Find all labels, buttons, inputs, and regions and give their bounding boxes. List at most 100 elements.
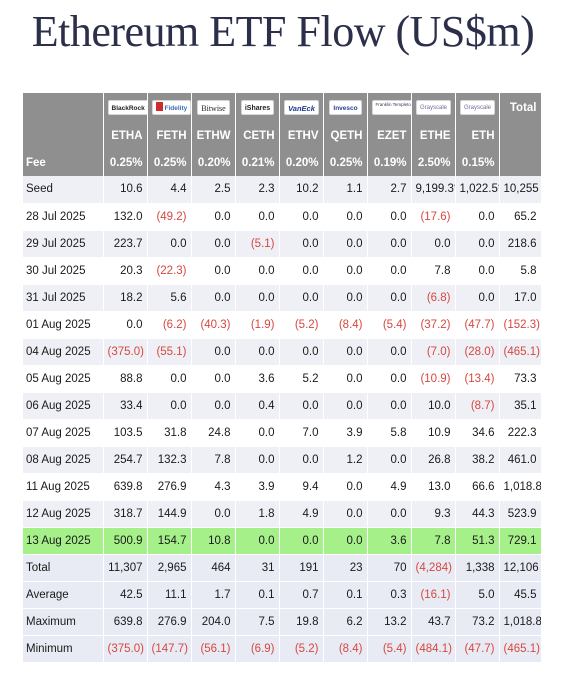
cell-ethe: (4,284) bbox=[411, 554, 456, 582]
cell-feth: 144.9 bbox=[147, 500, 192, 528]
cell-etha: 500.9 bbox=[103, 527, 148, 555]
cell-eth: (47.7) bbox=[455, 635, 500, 663]
cell-qeth: 3.9 bbox=[323, 419, 368, 447]
cell-ezet: 0.0 bbox=[367, 392, 412, 420]
cell-etha: 33.4 bbox=[103, 392, 148, 420]
cell-ceth: 0.0 bbox=[235, 284, 280, 312]
row-label: 05 Aug 2025 bbox=[23, 365, 104, 393]
cell-feth: 0.0 bbox=[147, 230, 192, 258]
issuer-logo-feth: Fidelity bbox=[147, 93, 192, 122]
cell-feth: (49.2) bbox=[147, 203, 192, 231]
table-row: 04 Aug 2025 (375.0) (55.1) 0.0 0.0 0.0 0.0 0.0(… bbox=[23, 338, 542, 366]
cell-qeth: 0.1 bbox=[323, 581, 368, 609]
cell-eth: 0.0 bbox=[455, 257, 500, 285]
issuer-logo-ethw: Bitwise bbox=[191, 93, 236, 122]
ticker-row: ETHA FETH ETHW CETH ETHV QETH EZET ETHE ETH bbox=[23, 122, 542, 149]
cell-total: 35.1 bbox=[499, 392, 542, 420]
cell-ethw: (40.3) bbox=[191, 311, 236, 339]
issuer-name: Grayscale bbox=[463, 105, 491, 111]
fee-ezet: 0.19% bbox=[367, 149, 412, 176]
cell-ezet: 0.3 bbox=[367, 581, 412, 609]
issuer-logo-ezet: Franklin Templeton bbox=[367, 93, 412, 122]
cell-qeth: 0.0 bbox=[323, 500, 368, 528]
ticker-ethw: ETHW bbox=[191, 122, 236, 149]
cell-ezet: 0.0 bbox=[367, 257, 412, 285]
row-label: Total bbox=[23, 554, 104, 582]
issuer-logo-ethv: VanEck bbox=[279, 93, 324, 122]
summary-row-maximum: Maximum 639.8 276.9 204.0 7.5 19.8 6.2 13.2 43.7… bbox=[23, 608, 542, 636]
cell-ezet: 0.0 bbox=[367, 230, 412, 258]
cell-ceth: 0.0 bbox=[235, 338, 280, 366]
cell-ezet: (5.4) bbox=[367, 635, 412, 663]
row-label: 07 Aug 2025 bbox=[23, 419, 104, 447]
cell-qeth: 1.1 bbox=[323, 176, 368, 204]
franklin-templeton-logo: Franklin Templeton bbox=[371, 100, 410, 115]
cell-qeth: 0.0 bbox=[323, 527, 368, 555]
issuer-name: iShares bbox=[244, 105, 271, 112]
issuer-name: Grayscale bbox=[419, 105, 447, 111]
cell-ethw: 0.0 bbox=[191, 203, 236, 231]
cell-qeth: 0.0 bbox=[323, 338, 368, 366]
cell-ethv: 5.2 bbox=[279, 365, 324, 393]
cell-ceth: 0.4 bbox=[235, 392, 280, 420]
cell-ethe: 9.3 bbox=[411, 500, 456, 528]
cell-ezet: 5.8 bbox=[367, 419, 412, 447]
cell-feth: 4.4 bbox=[147, 176, 192, 204]
cell-feth: 132.3 bbox=[147, 446, 192, 474]
cell-ceth: (1.9) bbox=[235, 311, 280, 339]
cell-ethv: 0.0 bbox=[279, 203, 324, 231]
cell-eth: 38.2 bbox=[455, 446, 500, 474]
issuer-logo-ceth: iShares bbox=[235, 93, 280, 122]
table-row: 07 Aug 2025 103.5 31.8 24.8 0.0 7.0 3.9 5.8 10.9… bbox=[23, 419, 542, 447]
cell-ezet: 0.0 bbox=[367, 500, 412, 528]
fee-ceth: 0.21% bbox=[235, 149, 280, 176]
cell-total: 45.5 bbox=[499, 581, 542, 609]
cell-total: 729.1 bbox=[499, 527, 542, 555]
cell-ethv: 0.0 bbox=[279, 446, 324, 474]
cell-ethw: 1.7 bbox=[191, 581, 236, 609]
ticker-qeth: QETH bbox=[323, 122, 368, 149]
cell-ezet: (5.4) bbox=[367, 311, 412, 339]
cell-total: (465.1) bbox=[499, 338, 542, 366]
fee-total-empty bbox=[499, 149, 542, 176]
table-body: Seed 10.6 4.4 2.5 2.3 10.2 1.1 2.7 9,199.3* 1,022… bbox=[23, 176, 542, 663]
cell-qeth: (8.4) bbox=[323, 311, 368, 339]
cell-qeth: 0.0 bbox=[323, 203, 368, 231]
cell-feth: 154.7 bbox=[147, 527, 192, 555]
table-row: 08 Aug 2025 254.7 132.3 7.8 0.0 0.0 1.2 0.0 26.8… bbox=[23, 446, 542, 474]
row-label: Average bbox=[23, 581, 104, 609]
fee-ethe: 2.50% bbox=[411, 149, 456, 176]
grayscale-logo: Grayscale bbox=[459, 100, 495, 115]
cell-ethe: 9,199.3* bbox=[411, 176, 456, 204]
cell-ceth: 0.0 bbox=[235, 527, 280, 555]
cell-total: 5.8 bbox=[499, 257, 542, 285]
cell-eth: 0.0 bbox=[455, 230, 500, 258]
cell-qeth: (8.4) bbox=[323, 635, 368, 663]
cell-feth: 2,965 bbox=[147, 554, 192, 582]
cell-ethe: (6.8) bbox=[411, 284, 456, 312]
cell-ethw: 10.8 bbox=[191, 527, 236, 555]
cell-total: 461.0 bbox=[499, 446, 542, 474]
cell-eth: 5.0 bbox=[455, 581, 500, 609]
row-label: 11 Aug 2025 bbox=[23, 473, 104, 501]
cell-ethv: (5.2) bbox=[279, 635, 324, 663]
cell-feth: 276.9 bbox=[147, 473, 192, 501]
cell-eth: 0.0 bbox=[455, 284, 500, 312]
cell-ethv: (5.2) bbox=[279, 311, 324, 339]
blackrock-logo: BlackRock bbox=[107, 100, 146, 115]
row-label: 04 Aug 2025 bbox=[23, 338, 104, 366]
fidelity-logo: Fidelity bbox=[151, 100, 190, 115]
cell-ethw: 0.0 bbox=[191, 500, 236, 528]
cell-ethv: 10.2 bbox=[279, 176, 324, 204]
cell-ethv: 19.8 bbox=[279, 608, 324, 636]
cell-ceth: 0.1 bbox=[235, 581, 280, 609]
cell-total: 1,018.8 bbox=[499, 473, 542, 501]
cell-ceth: 2.3 bbox=[235, 176, 280, 204]
row-label: 30 Jul 2025 bbox=[23, 257, 104, 285]
etf-flow-table: BlackRock Fidelity Bitwise iShares VanEck Inv… bbox=[23, 93, 542, 663]
row-label: 12 Aug 2025 bbox=[23, 500, 104, 528]
cell-etha: 88.8 bbox=[103, 365, 148, 393]
cell-ceth: (5.1) bbox=[235, 230, 280, 258]
cell-total: (465.1) bbox=[499, 635, 542, 663]
cell-total: 12,106 bbox=[499, 554, 542, 582]
